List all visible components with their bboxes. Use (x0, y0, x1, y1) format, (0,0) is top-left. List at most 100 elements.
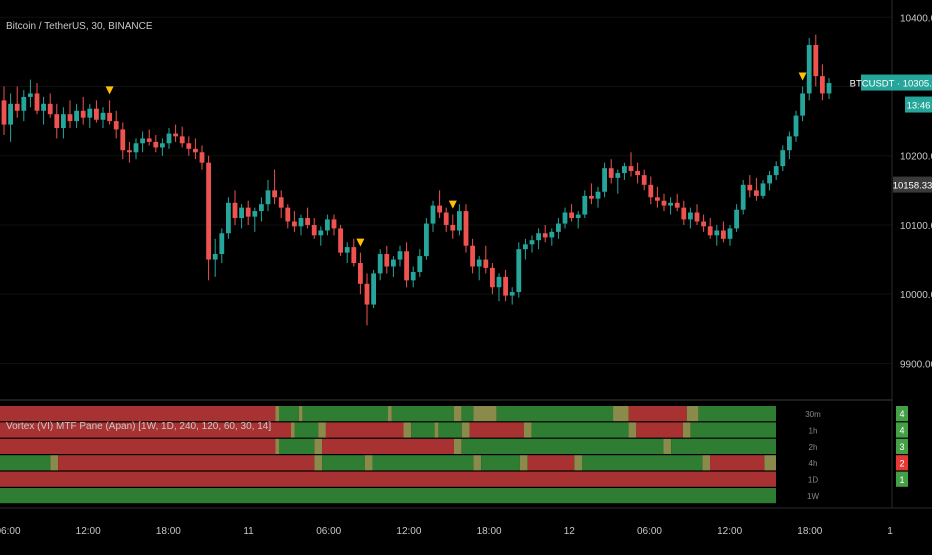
mtf-value-cell (896, 422, 908, 438)
time-tick-label: 1 (887, 526, 893, 537)
sell-signal-marker (356, 238, 365, 247)
candle-body (331, 219, 337, 229)
candle-body (8, 103, 13, 125)
candle-body (94, 108, 99, 120)
mtf-value-cell (896, 471, 908, 487)
candle-body (245, 207, 251, 217)
time-axis[interactable]: 06:00 12:00 18:00 11 06:00 12:00 18:00 12 06:00 1… (0, 507, 932, 537)
candle-body (199, 152, 205, 163)
candle-body (417, 256, 423, 273)
candle-body (206, 162, 211, 260)
mtf-segment (636, 422, 683, 438)
mtf-segment (686, 406, 699, 422)
mtf-segment (682, 422, 691, 438)
candle-body (714, 230, 720, 236)
mtf-row-label: 1D (808, 476, 818, 485)
candle-body (364, 283, 370, 305)
candle-body (100, 112, 106, 120)
time-tick-label: 12:00 (717, 526, 742, 537)
mtf-segment (364, 455, 373, 471)
candle-body (424, 223, 429, 257)
candle-body (272, 190, 277, 198)
candle-body (437, 205, 442, 213)
sell-signal-marker (105, 86, 114, 95)
mtf-segment (279, 406, 299, 422)
candle-body (127, 150, 132, 153)
candle-body (470, 245, 475, 267)
candle-body (773, 166, 779, 176)
candle-body (648, 184, 654, 198)
mtf-segment (438, 422, 462, 438)
mtf-value-label: 2 (899, 458, 904, 468)
mtf-segment (291, 422, 295, 438)
indicator-title[interactable]: Vortex (VI) MTF Pane (Apan) [1W, 1D, 240… (6, 421, 272, 432)
candle-body (734, 209, 739, 229)
countdown-badge (905, 96, 932, 113)
mtf-segment (690, 422, 776, 438)
price-tick-label: 10200.00 (900, 152, 932, 163)
last-price-badge[interactable] (861, 74, 932, 91)
candle-body (61, 114, 66, 129)
candle-body (602, 168, 607, 192)
time-tick-label: 06:00 (316, 526, 341, 537)
symbol-title[interactable]: Bitcoin / TetherUS, 30, BINANCE (6, 21, 153, 32)
candle-body (133, 143, 139, 153)
candle-body (41, 103, 46, 111)
candle-body (509, 292, 515, 296)
candle-body (615, 173, 621, 178)
candle-series (1, 34, 832, 326)
mtf-segment (702, 455, 711, 471)
candle-body (397, 251, 403, 260)
candle-body (760, 183, 766, 196)
time-tick-label: 06:00 (0, 526, 21, 537)
candle-body (628, 166, 634, 171)
mtf-segment (298, 406, 303, 422)
mtf-segment (710, 455, 765, 471)
mtf-segment (671, 438, 776, 454)
candle-body (120, 129, 126, 151)
candle-body (232, 202, 238, 219)
mtf-segment (388, 406, 392, 422)
candle-body (450, 224, 456, 231)
mtf-value-cell (896, 438, 908, 454)
price-badges: BTCUSDT · 10305.76 13:46 10158.33 (850, 74, 932, 193)
candle-body (622, 166, 627, 174)
mtf-segment (582, 455, 703, 471)
time-tick-label: 06:00 (637, 526, 662, 537)
candle-body (655, 197, 660, 201)
candle-body (721, 230, 726, 239)
candle-body (410, 272, 416, 281)
candle-body (74, 110, 79, 122)
candle-body (747, 184, 753, 191)
candle-body (694, 212, 700, 222)
candle-body (179, 136, 185, 144)
mtf-segment (453, 438, 462, 454)
candle-body (292, 221, 297, 227)
signal-marker (798, 72, 807, 81)
candle-body (681, 207, 687, 220)
mtf-segment (294, 422, 319, 438)
mtf-segment (50, 455, 59, 471)
mtf-segment (302, 406, 388, 422)
candle-body (166, 133, 172, 144)
candle-body (351, 247, 357, 264)
candle-body (503, 276, 508, 296)
time-tick-label: 18:00 (477, 526, 502, 537)
candle-body (813, 44, 819, 77)
time-tick-label: 18:00 (797, 526, 822, 537)
candle-body (239, 207, 244, 219)
mtf-segment (0, 422, 291, 438)
candle-body (21, 96, 27, 111)
candle-body (490, 267, 495, 288)
mtf-segment (527, 455, 575, 471)
candle-body (14, 103, 20, 111)
mtf-row-label: 1h (809, 426, 818, 435)
mtf-pane: 30m 1h 2h 4h 1D 1W (0, 406, 821, 504)
candle-body (476, 259, 482, 267)
candle-body (542, 233, 548, 238)
candle-body (727, 228, 733, 239)
mtf-segment (372, 455, 474, 471)
mtf-value-label: 4 (899, 409, 904, 419)
candle-body (67, 114, 73, 122)
signal-markers (105, 72, 807, 247)
